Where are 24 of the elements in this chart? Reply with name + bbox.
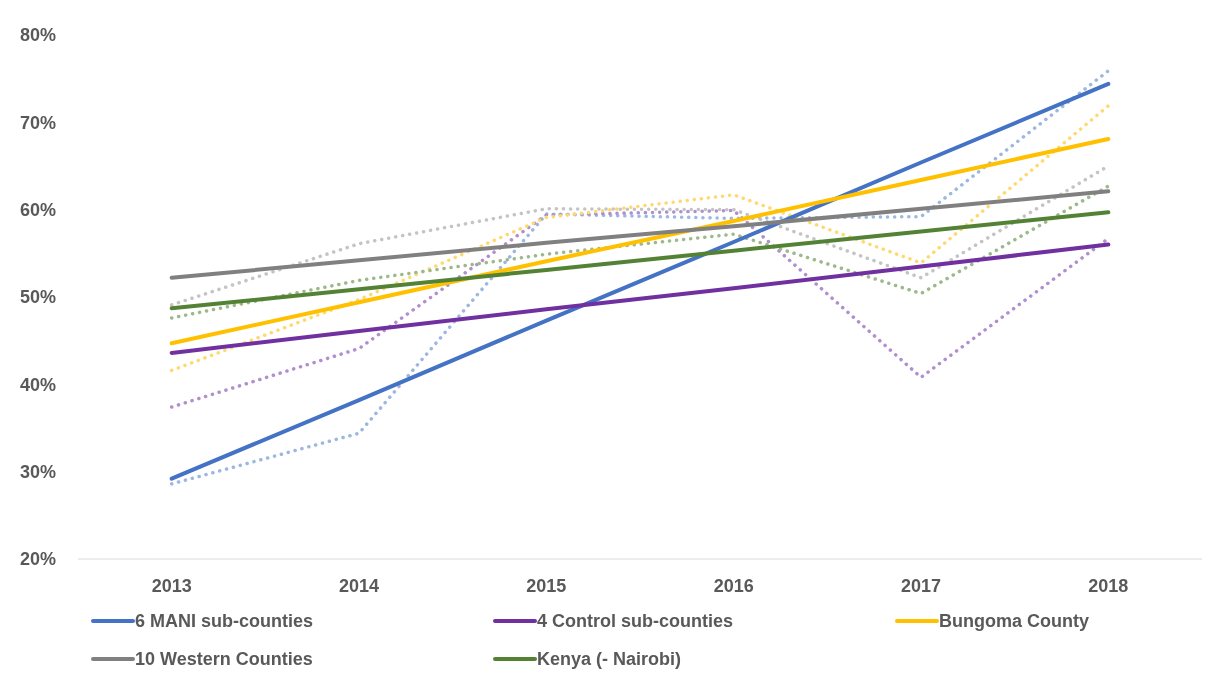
line-series — [169, 242, 1111, 355]
x-tick-label: 2014 — [338, 576, 380, 596]
y-tick-label: 40% — [20, 374, 57, 395]
y-tick-label: 60% — [20, 199, 57, 220]
y-tick-label: 70% — [20, 112, 57, 133]
legend-label: 4 Control sub-counties — [537, 611, 734, 632]
line-series — [169, 184, 1111, 320]
x-tick-label: 2015 — [526, 576, 567, 596]
x-tick-label: 2016 — [713, 576, 754, 596]
line-series — [169, 189, 1111, 280]
y-tick-label: 50% — [20, 287, 57, 308]
y-tick-label: 80% — [20, 25, 57, 46]
legend-label: 6 MANI sub-counties — [135, 611, 314, 632]
y-tick-label: 30% — [20, 461, 57, 482]
legend-label: Bungoma County — [939, 611, 1089, 632]
y-tick-label: 20% — [20, 549, 57, 570]
x-tick-label: 2013 — [151, 576, 192, 596]
x-tick-label: 2017 — [900, 576, 942, 596]
line-series — [169, 103, 1111, 373]
legend-label: 10 Western Counties — [135, 649, 313, 670]
line-series — [169, 136, 1111, 346]
x-tick-label: 2018 — [1088, 576, 1129, 596]
legend-label: Kenya (- Nairobi) — [537, 649, 682, 670]
line-series — [169, 210, 1111, 311]
